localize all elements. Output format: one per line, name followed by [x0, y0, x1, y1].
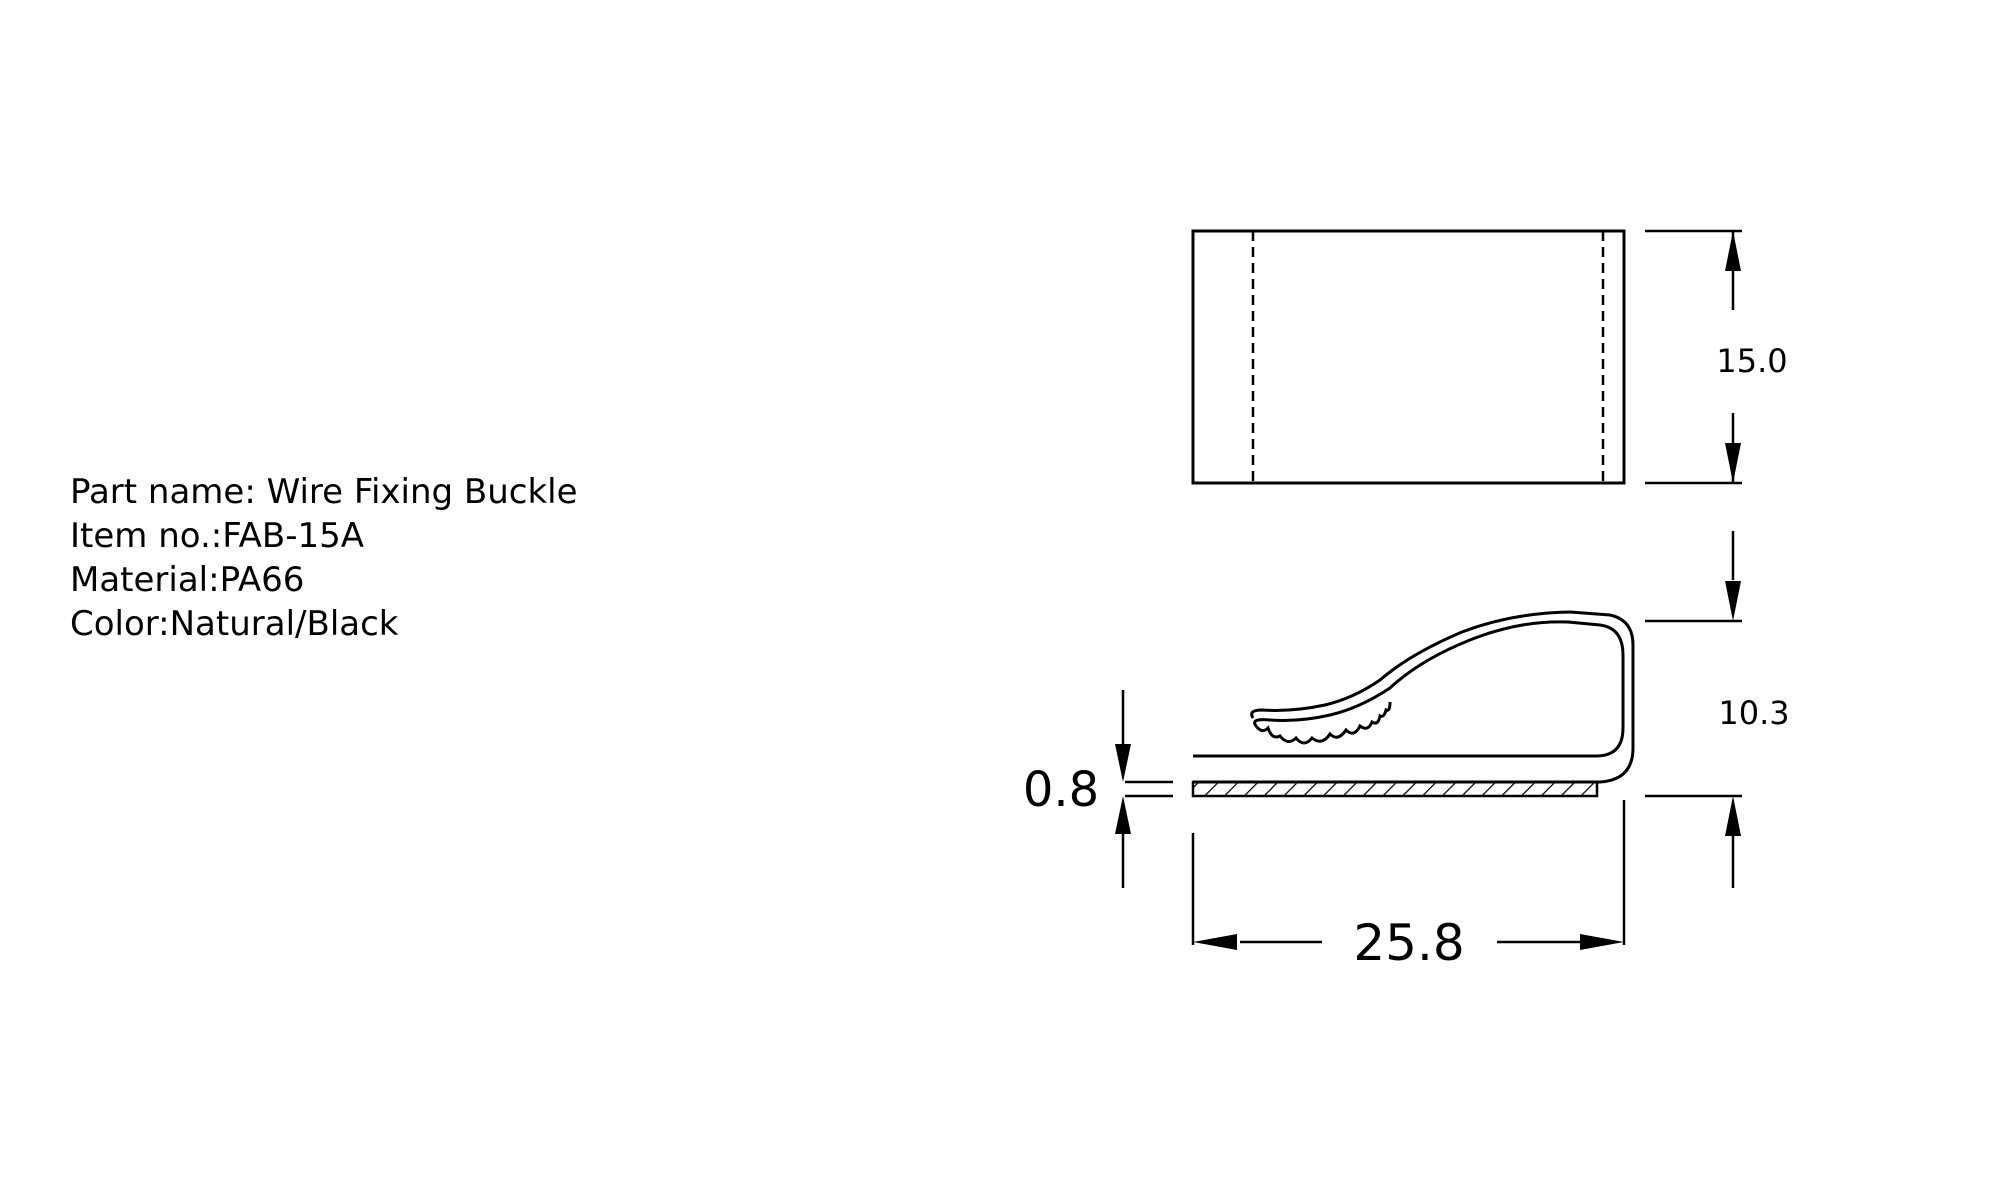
dimension-label-height-top: 15.0 — [1716, 342, 1787, 380]
arrow-up — [1725, 231, 1741, 271]
arrow-down — [1725, 581, 1741, 621]
color-text: Color:Natural/Black — [70, 604, 399, 644]
dimension-height-top: 15.0 — [1645, 229, 1788, 485]
dimension-label-length: 25.8 — [1353, 914, 1464, 972]
arrow-up — [1725, 796, 1741, 836]
base-section-hatched — [1191, 780, 1599, 798]
part-name-text: Part name: Wire Fixing Buckle — [70, 472, 578, 512]
material-text: Material:PA66 — [70, 560, 305, 600]
clip-teeth — [1254, 701, 1392, 745]
item-no-text: Item no.:FAB-15A — [70, 516, 365, 556]
arrow-up — [1115, 796, 1131, 834]
dimension-length: 25.8 — [1191, 800, 1626, 972]
clip-outer-profile — [1193, 620, 1625, 758]
arrow-down — [1725, 443, 1741, 483]
clip-inner-profile — [1193, 610, 1635, 784]
spec-block: Part name: Wire Fixing Buckle Item no.:F… — [70, 470, 770, 646]
arrow-down — [1115, 744, 1131, 782]
side-view — [1191, 610, 1635, 798]
top-view — [1191, 229, 1626, 485]
top-view-outline — [1191, 229, 1626, 485]
dimension-height-side: 10.3 — [1645, 531, 1790, 888]
dimension-label-thickness: 0.8 — [1023, 762, 1099, 818]
arrow-left — [1193, 934, 1237, 950]
dimension-thickness: 0.8 — [1023, 690, 1173, 888]
arrow-right — [1580, 934, 1624, 950]
dimension-label-height-side: 10.3 — [1718, 694, 1789, 732]
